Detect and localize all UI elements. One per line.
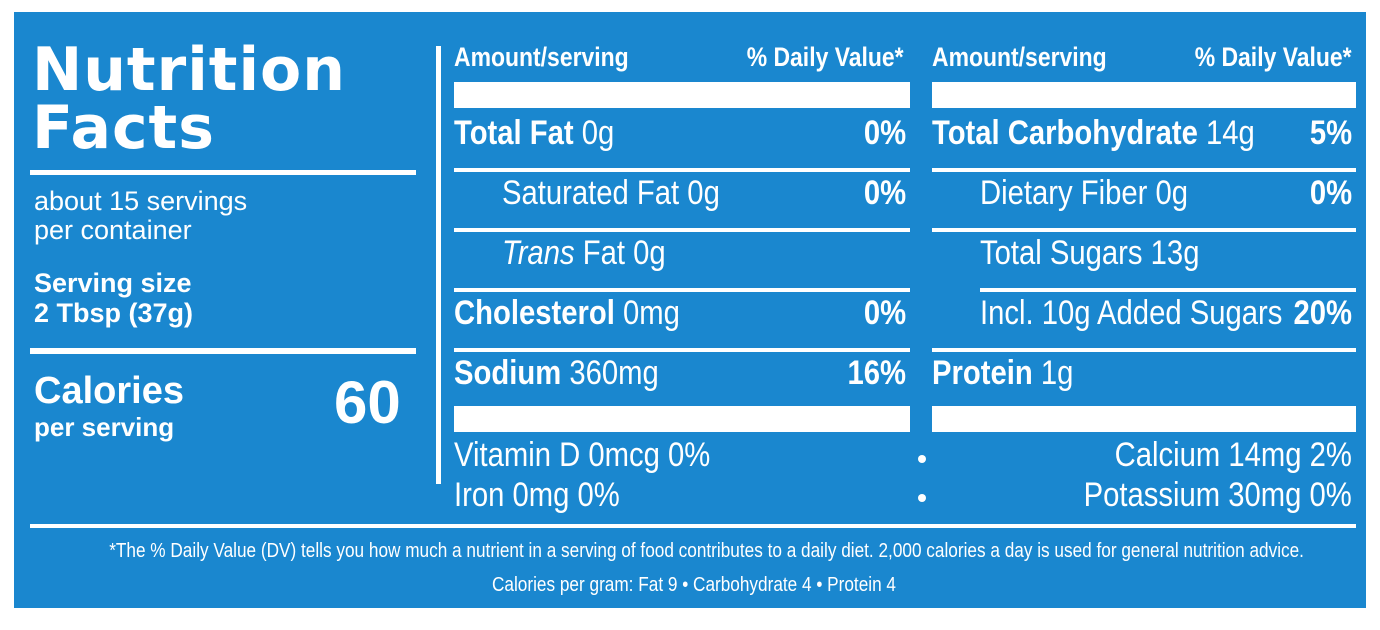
nutrient-name: Total Fat [454,114,574,152]
nutrient-dv: 0% [1309,174,1352,212]
nutrient-dv: 0% [863,174,906,212]
title-line-1: Nutrition [32,35,346,105]
thick-bar [454,82,910,108]
serving-size-label: Serving size [34,268,192,298]
row-divider [454,168,910,172]
amount-serving-header-right: Amount/serving [932,42,1107,72]
nutrition-facts-panel: Nutrition Facts about 15 servings per co… [10,8,1370,612]
nutrient-dv: 0% [863,294,906,332]
nutrient-amount: 360mg [569,354,659,392]
nutrient-row-cholesterol: Cholesterol 0mg [454,294,680,333]
nutrient-row-dietary-fiber: Dietary Fiber 0g [980,174,1188,213]
footnote-calories-per-gram: Calories per gram: Fat 9 • Carbohydrate … [491,574,897,596]
thick-bar [454,406,910,432]
divider [30,348,416,354]
nutrient-name: Incl. 10g Added Sugars [980,294,1283,332]
calories-value: 60 [334,369,401,436]
row-divider [454,228,910,232]
nutrient-name-italic: Trans [502,234,575,272]
nutrient-dv: 20% [1293,294,1352,332]
daily-value-header-right: % Daily Value* [1195,42,1352,72]
nutrient-name: Sodium [454,354,562,392]
nutrient-amount: 1g [1040,354,1074,392]
calories-label: Calories [34,370,184,412]
thick-bar [932,406,1356,432]
nutrient-amount: 13g [1150,234,1200,272]
servings-line-1: about 15 servings [34,186,248,216]
nutrient-name: Cholesterol [454,294,615,332]
nutrient-name: Total Sugars [980,234,1143,272]
row-divider [454,288,910,292]
divider [30,170,416,175]
row-divider [454,348,910,352]
nutrient-amount: 14g [1206,114,1255,152]
nutrient-dv: 16% [847,354,906,392]
nutrient-name: Saturated Fat [502,174,680,212]
nutrient-name: Fat [582,234,625,272]
row-divider [980,288,1356,292]
nutrient-row-total-carbohydrate: Total Carbohydrate 14g [932,114,1255,153]
calcium: Calcium 14mg 2% [1114,436,1352,474]
thick-bar [932,82,1356,108]
nutrient-row-saturated-fat: Saturated Fat 0g [502,174,720,213]
nutrient-row-total-sugars: Total Sugars 13g [980,234,1199,273]
row-divider [932,228,1356,232]
nutrient-amount: 0g [1155,174,1189,212]
nutrient-amount: 0g [633,234,666,272]
footer-divider [30,524,1356,528]
nutrient-amount: 0g [687,174,720,212]
bullet-dot [918,455,926,463]
nutrient-name: Protein [932,354,1033,392]
nutrient-row-sodium: Sodium 360mg [454,354,659,393]
nutrient-amount: 0g [581,114,615,152]
nutrient-amount: 0mg [622,294,680,332]
nutrient-row-total-fat: Total Fat 0g [454,114,614,153]
vitamin-d: Vitamin D 0mcg 0% [454,436,711,474]
daily-value-header-left: % Daily Value* [747,42,904,72]
row-divider [932,348,1356,352]
amount-serving-header-left: Amount/serving [454,42,629,72]
nutrient-dv: 0% [863,114,906,152]
footnote-daily-value: *The % Daily Value (DV) tells you how mu… [109,540,1304,562]
vertical-divider [436,46,441,484]
nutrient-dv: 5% [1309,114,1352,152]
nutrient-row-trans-fat: Trans Fat 0g [502,234,666,273]
iron: Iron 0mg 0% [454,476,620,514]
potassium: Potassium 30mg 0% [1083,476,1352,514]
servings-line-2: per container [34,215,192,245]
nutrient-name: Total Carbohydrate [932,114,1198,152]
calories-subtitle: per serving [34,412,175,442]
nutrient-name: Dietary Fiber [980,174,1148,212]
nutrient-row-added-sugars: Incl. 10g Added Sugars [980,294,1282,333]
serving-size-value: 2 Tbsp (37g) [34,298,194,328]
title-line-2: Facts [32,93,215,163]
nutrient-row-protein: Protein 1g [932,354,1073,393]
bullet-dot [918,494,926,502]
row-divider [932,168,1356,172]
